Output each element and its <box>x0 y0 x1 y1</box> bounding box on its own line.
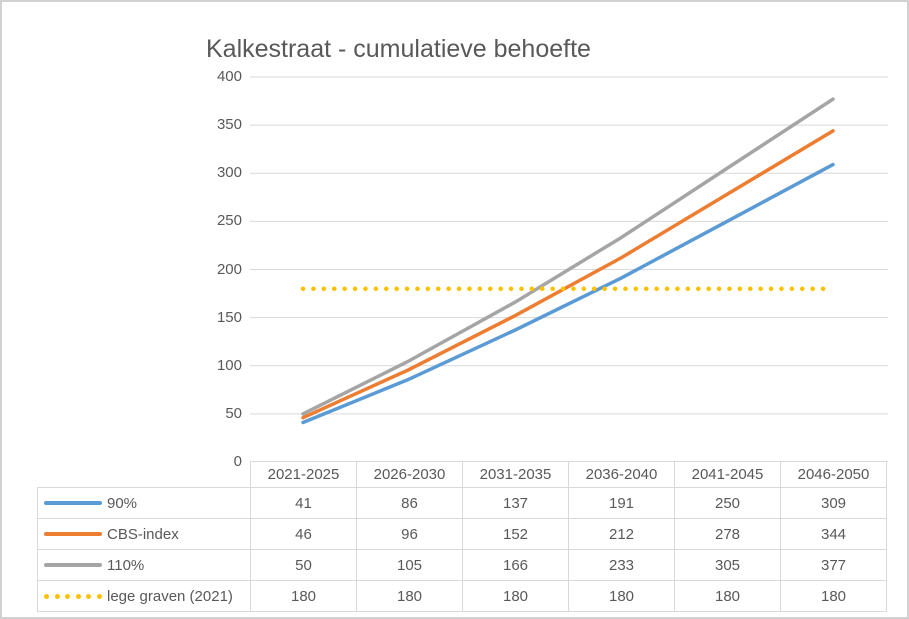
value-cell: 166 <box>462 549 569 581</box>
y-axis-tick-label: 150 <box>216 308 242 326</box>
category-header: 2021-2025 <box>250 461 357 488</box>
dot <box>44 593 49 599</box>
series-line-110- <box>301 97 835 416</box>
legend-line-icon <box>44 532 102 536</box>
legend-label: 110% <box>107 556 145 574</box>
table-row: CBS-index 46 96 152 212 278 344 <box>37 518 887 550</box>
series-line-90- <box>301 162 835 425</box>
table-row: 110% 50 105 166 233 305 377 <box>37 549 887 581</box>
category-header: 2041-2045 <box>674 461 781 488</box>
category-header: 2046-2050 <box>780 461 887 488</box>
value-cell: 233 <box>568 549 675 581</box>
category-header: 2026-2030 <box>356 461 463 488</box>
legend-label: CBS-index <box>107 525 179 543</box>
dot <box>75 593 81 599</box>
value-cell: 180 <box>568 580 675 612</box>
legend-item: 110% <box>37 549 251 581</box>
value-cell: 309 <box>780 487 887 519</box>
value-cell: 50 <box>250 549 357 581</box>
table-row: 90% 41 86 137 191 250 309 <box>37 487 887 519</box>
value-cell: 180 <box>780 580 887 612</box>
plot-area <box>250 76 888 462</box>
data-table-legend: 2021-2025 2026-2030 2031-2035 2036-2040 2041… <box>37 461 887 612</box>
legend-item: 90% <box>37 487 251 519</box>
value-cell: 344 <box>780 518 887 550</box>
value-cell: 86 <box>356 487 463 519</box>
y-axis-tick-label: 250 <box>216 212 242 230</box>
value-cell: 377 <box>780 549 887 581</box>
y-axis-tick-label: 100 <box>216 356 242 374</box>
value-cell: 305 <box>674 549 781 581</box>
table-row: lege graven (2021) 180 180 180 180 180 180 <box>37 580 887 612</box>
y-axis-tick-label: 200 <box>216 260 242 278</box>
category-header: 2036-2040 <box>568 461 675 488</box>
y-axis-tick-label: 350 <box>216 116 242 134</box>
chart-title: Kalkestraat - cumulatieve behoefte <box>206 35 591 63</box>
dot <box>65 593 71 599</box>
y-axis-tick-label: 300 <box>216 164 242 182</box>
value-cell: 137 <box>462 487 569 519</box>
y-axis-tick-label: 50 <box>225 404 242 422</box>
value-cell: 180 <box>674 580 781 612</box>
legend-label: 90% <box>107 494 138 512</box>
legend-dotted-line-icon <box>44 593 102 599</box>
value-cell: 105 <box>356 549 463 581</box>
series-line-cbs-index <box>301 129 835 420</box>
table-corner-cell <box>38 462 251 488</box>
legend-line-icon <box>44 563 102 567</box>
value-cell: 96 <box>356 518 463 550</box>
value-cell: 180 <box>462 580 569 612</box>
value-cell: 278 <box>674 518 781 550</box>
category-header: 2031-2035 <box>462 461 569 488</box>
value-cell: 250 <box>674 487 781 519</box>
legend-item: CBS-index <box>37 518 251 550</box>
legend-line-icon <box>44 501 102 505</box>
value-cell: 180 <box>356 580 463 612</box>
y-axis-tick-label: 400 <box>216 68 242 85</box>
dot <box>96 593 102 599</box>
value-cell: 152 <box>462 518 569 550</box>
value-cell: 180 <box>250 580 357 612</box>
value-cell: 46 <box>250 518 357 550</box>
dot <box>54 593 60 599</box>
dot <box>86 593 92 599</box>
legend-label: lege graven (2021) <box>107 587 233 605</box>
legend-item: lege graven (2021) <box>37 580 251 612</box>
value-cell: 191 <box>568 487 675 519</box>
y-axis-tick-label: 0 <box>233 453 242 470</box>
value-cell: 41 <box>250 487 357 519</box>
value-cell: 212 <box>568 518 675 550</box>
